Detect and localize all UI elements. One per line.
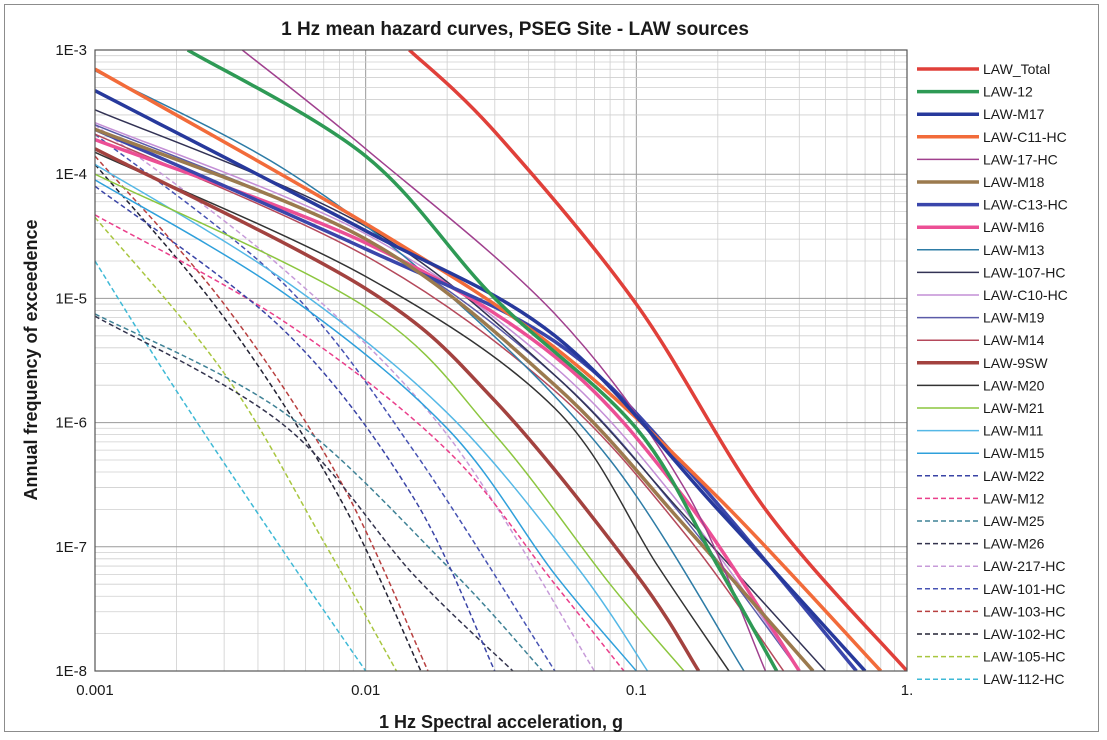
x-axis-title: 1 Hz Spectral acceleration, g	[379, 712, 623, 732]
legend-label: LAW-102-HC	[983, 626, 1065, 642]
series-line	[95, 151, 730, 671]
legend-label: LAW-M20	[983, 377, 1045, 393]
y-tick-label: 1E-7	[55, 539, 87, 556]
series-line	[95, 147, 701, 671]
y-tick-label: 1E-4	[55, 166, 87, 183]
series-line	[95, 133, 556, 671]
legend-label: LAW-M21	[983, 400, 1045, 416]
x-tick-label: 0.01	[351, 682, 380, 699]
tick-labels: 0.001 0.01 0.1 1. 1E-8 1E-7 1E-6 1E-5 1E-4 1E-3	[55, 42, 913, 699]
legend-label: LAW-M19	[983, 310, 1045, 326]
x-tick-label: 0.001	[76, 682, 114, 699]
series-line	[186, 50, 779, 671]
series-line	[241, 50, 767, 671]
series-line	[95, 163, 422, 671]
series-line	[95, 109, 827, 671]
series-group	[95, 50, 907, 671]
series-line	[95, 315, 514, 671]
legend-label: LAW-217-HC	[983, 558, 1065, 574]
series-line	[95, 216, 398, 671]
series-line	[95, 173, 685, 671]
legend-label: LAW-112-HC	[983, 671, 1064, 687]
series-line	[95, 122, 800, 671]
legend-label: LAW-M15	[983, 445, 1045, 461]
legend-label: LAW_Total	[983, 61, 1050, 77]
series-line	[408, 50, 907, 671]
series-line	[95, 133, 785, 671]
legend-label: LAW-C13-HC	[983, 197, 1068, 213]
legend-label: LAW-M22	[983, 468, 1045, 484]
series-line	[95, 127, 815, 671]
series-line	[95, 67, 883, 671]
plot-area-border	[94, 49, 908, 672]
series-line	[95, 179, 637, 671]
legend-label: LAW-101-HC	[983, 581, 1065, 597]
legend-label: LAW-C10-HC	[983, 287, 1068, 303]
chart-title: 1 Hz mean hazard curves, PSEG Site - LAW…	[281, 19, 749, 40]
legend-label: LAW-C11-HC	[983, 129, 1067, 145]
y-tick-label: 1E-3	[55, 42, 87, 59]
chart-frame	[4, 4, 1099, 732]
legend-label: LAW-M18	[983, 174, 1045, 190]
x-tick-label: 0.1	[626, 682, 647, 699]
series-line	[95, 214, 625, 671]
series-line	[95, 89, 867, 671]
legend-label: LAW-M11	[983, 423, 1044, 439]
legend-label: LAW-M12	[983, 490, 1045, 506]
legend-label: LAW-103-HC	[983, 603, 1065, 619]
series-line	[95, 155, 429, 671]
x-tick-label: 1.	[901, 682, 914, 699]
series-line	[95, 313, 544, 671]
legend-label: LAW-12	[983, 84, 1033, 100]
legend-label: LAW-M16	[983, 219, 1045, 235]
series-line	[95, 260, 367, 671]
y-axis-title: Annual frequency of exceedence	[21, 219, 41, 500]
legend-label: LAW-M13	[983, 242, 1045, 258]
y-tick-label: 1E-8	[55, 663, 87, 680]
series-line	[95, 185, 496, 671]
y-tick-label: 1E-6	[55, 415, 87, 432]
legend-label: LAW-9SW	[983, 355, 1048, 371]
legend-label: LAW-M14	[983, 332, 1045, 348]
legend-label: LAW-17-HC	[983, 151, 1058, 167]
legend: LAW_Total LAW-12 LAW-M17 LAW-C11-HC LAW-17-H…	[917, 61, 1068, 687]
grid-lines	[94, 50, 907, 672]
series-line	[95, 124, 596, 671]
legend-label: LAW-105-HC	[983, 649, 1065, 665]
y-tick-label: 1E-5	[55, 290, 87, 307]
legend-label: LAW-107-HC	[983, 264, 1065, 280]
legend-label: LAW-M25	[983, 513, 1045, 529]
series-line	[95, 163, 649, 671]
legend-label: LAW-M17	[983, 106, 1045, 122]
legend-label: LAW-M26	[983, 536, 1045, 552]
